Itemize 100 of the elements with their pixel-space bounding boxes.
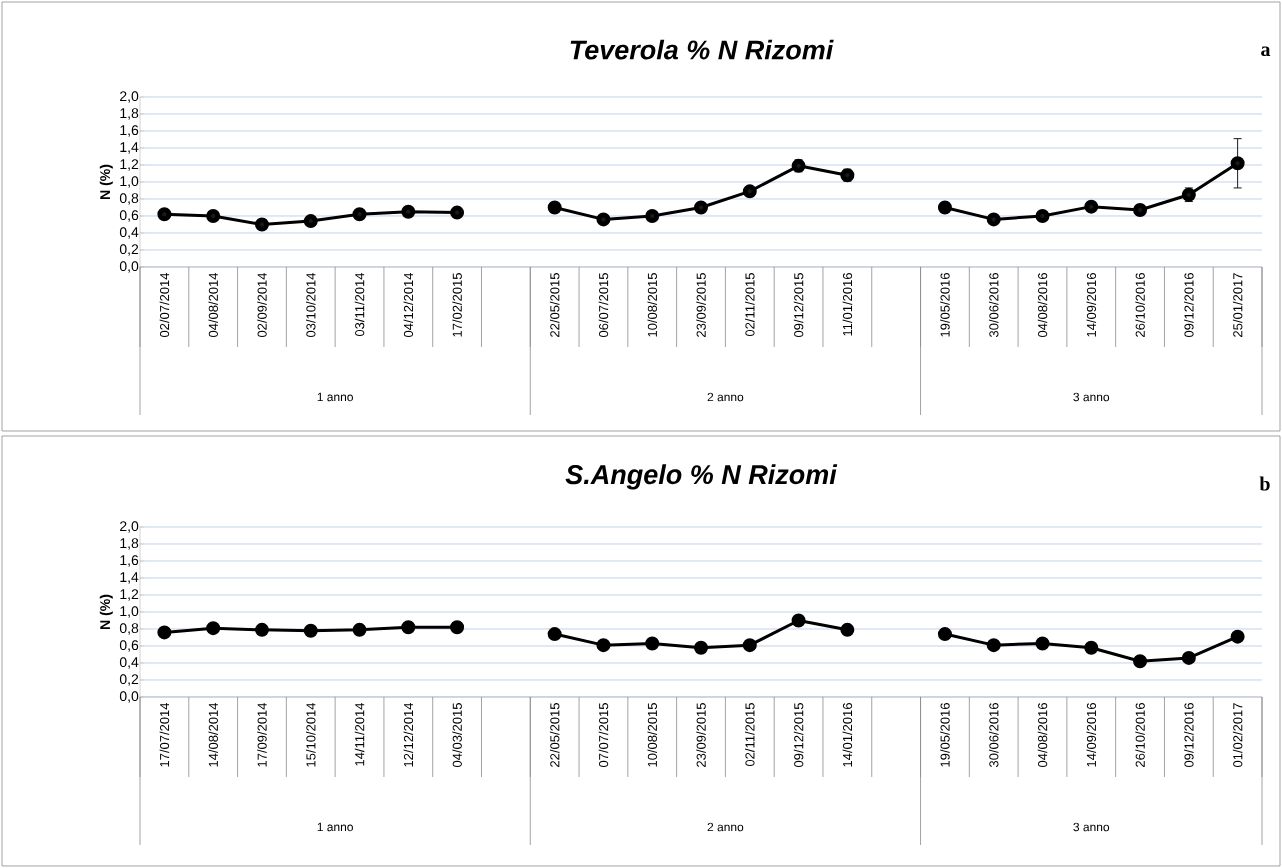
point bbox=[596, 638, 611, 653]
point bbox=[303, 623, 318, 638]
x-tick-label: 02/07/2014 bbox=[159, 272, 170, 338]
point bbox=[937, 200, 952, 215]
point bbox=[645, 208, 660, 223]
x-tick-label: 09/12/2015 bbox=[793, 703, 804, 768]
x-tick-label: 03/11/2014 bbox=[354, 272, 365, 337]
y-tick-label: 0,6 bbox=[119, 210, 139, 222]
x-tick-label: 09/12/2016 bbox=[1184, 273, 1194, 338]
x-tick-label: 10/08/2015 bbox=[647, 703, 657, 767]
point bbox=[1035, 636, 1050, 651]
point bbox=[303, 214, 318, 229]
point bbox=[986, 638, 1001, 653]
y-tick-label: 0,2 bbox=[119, 674, 139, 686]
point bbox=[1181, 650, 1196, 665]
point bbox=[1084, 640, 1099, 655]
chart-title: S.Angelo % N Rizomi bbox=[565, 464, 838, 490]
y-tick-label: 1,8 bbox=[120, 108, 139, 120]
x-tick-label: 04/12/2014 bbox=[403, 272, 414, 338]
point bbox=[645, 636, 660, 651]
y-tick-label: 1,2 bbox=[120, 159, 139, 171]
text: 2 anno bbox=[707, 392, 744, 402]
y-tick-label: 1,4 bbox=[120, 572, 139, 584]
x-tick-label: 22/05/2015 bbox=[549, 273, 560, 337]
y-tick-label: 1,6 bbox=[120, 555, 139, 567]
text: a bbox=[1261, 46, 1271, 57]
point bbox=[1230, 629, 1245, 644]
y-axis-title: N (%) bbox=[99, 594, 113, 629]
x-tick-label: 02/11/2015 bbox=[745, 273, 755, 337]
point bbox=[547, 627, 562, 642]
point bbox=[401, 204, 416, 219]
x-tick-label: 04/08/2014 bbox=[208, 272, 218, 338]
y-tick-label: 1,8 bbox=[120, 538, 139, 550]
point bbox=[450, 205, 465, 220]
x-tick-label: 06/07/2015 bbox=[598, 273, 609, 338]
y-tick-label: 1,2 bbox=[120, 589, 139, 601]
x-tick-label: 19/05/2016 bbox=[940, 703, 950, 767]
point bbox=[401, 620, 416, 635]
x-tick-label: 04/08/2016 bbox=[1037, 703, 1048, 768]
point bbox=[791, 613, 806, 628]
x-tick-label: 14/01/2016 bbox=[842, 703, 853, 767]
x-tick-label: 12/12/2014 bbox=[403, 702, 414, 767]
x-tick-label: 19/05/2016 bbox=[940, 273, 950, 337]
text: 1 anno bbox=[317, 822, 353, 832]
point bbox=[1035, 208, 1050, 223]
point bbox=[694, 200, 709, 215]
y-tick-label: 0,6 bbox=[119, 640, 139, 652]
point bbox=[206, 621, 221, 636]
point bbox=[547, 200, 562, 215]
y-tick-label: 0,8 bbox=[119, 193, 139, 205]
y-tick-label: 0,8 bbox=[119, 623, 139, 635]
x-tick-label: 26/10/2016 bbox=[1135, 703, 1145, 767]
text: 3 anno bbox=[1073, 822, 1110, 832]
point bbox=[596, 212, 611, 227]
x-tick-label: 10/08/2015 bbox=[647, 273, 657, 337]
y-tick-label: 0,0 bbox=[119, 261, 139, 273]
y-tick-label: 2,0 bbox=[120, 91, 139, 103]
x-tick-label: 14/09/2016 bbox=[1086, 703, 1097, 767]
y-tick-label: 1,0 bbox=[120, 176, 139, 188]
point bbox=[254, 217, 269, 232]
point bbox=[840, 622, 855, 637]
x-tick-label: 15/10/2014 bbox=[305, 702, 316, 767]
point bbox=[694, 640, 709, 655]
point bbox=[742, 184, 757, 199]
x-tick-label: 23/09/2015 bbox=[696, 703, 706, 767]
y-tick-label: 1,0 bbox=[120, 606, 139, 618]
x-tick-label: 14/09/2016 bbox=[1086, 273, 1097, 337]
y-tick-label: 2,0 bbox=[120, 521, 139, 533]
text: 2 anno bbox=[707, 822, 744, 832]
point bbox=[742, 638, 757, 653]
point bbox=[937, 627, 952, 642]
x-tick-label: 09/12/2016 bbox=[1184, 703, 1194, 768]
x-tick-label: 02/09/2014 bbox=[257, 272, 267, 338]
x-tick-label: 04/03/2015 bbox=[452, 703, 462, 768]
y-tick-label: 1,6 bbox=[120, 125, 139, 137]
point bbox=[450, 620, 465, 635]
x-tick-label: 30/06/2016 bbox=[988, 273, 999, 338]
point bbox=[1133, 654, 1148, 669]
x-tick-label: 01/02/2017 bbox=[1232, 703, 1243, 768]
x-tick-label: 14/11/2014 bbox=[354, 702, 365, 766]
x-tick-label: 02/11/2015 bbox=[745, 703, 755, 767]
chart-title: Teverola % N Rizomi bbox=[570, 39, 834, 60]
x-tick-label: 26/10/2016 bbox=[1135, 273, 1145, 337]
x-tick-label: 04/08/2016 bbox=[1037, 273, 1048, 338]
x-tick-label: 11/01/2016 bbox=[842, 273, 853, 336]
point bbox=[254, 622, 269, 637]
point bbox=[986, 212, 1001, 227]
x-tick-label: 03/10/2014 bbox=[305, 272, 316, 338]
point bbox=[157, 625, 172, 640]
x-tick-label: 17/07/2014 bbox=[159, 702, 170, 767]
y-tick-label: 1,4 bbox=[120, 142, 139, 154]
x-tick-label: 17/02/2015 bbox=[452, 273, 462, 337]
text: b bbox=[1259, 476, 1270, 491]
y-tick-label: 0,4 bbox=[119, 227, 139, 239]
point bbox=[1084, 199, 1099, 214]
text: 3 anno bbox=[1073, 392, 1110, 402]
x-tick-label: 07/07/2015 bbox=[598, 703, 609, 768]
x-tick-label: 30/06/2016 bbox=[988, 703, 999, 768]
x-tick-label: 09/12/2015 bbox=[793, 273, 804, 338]
x-tick-label: 14/08/2014 bbox=[208, 702, 218, 767]
